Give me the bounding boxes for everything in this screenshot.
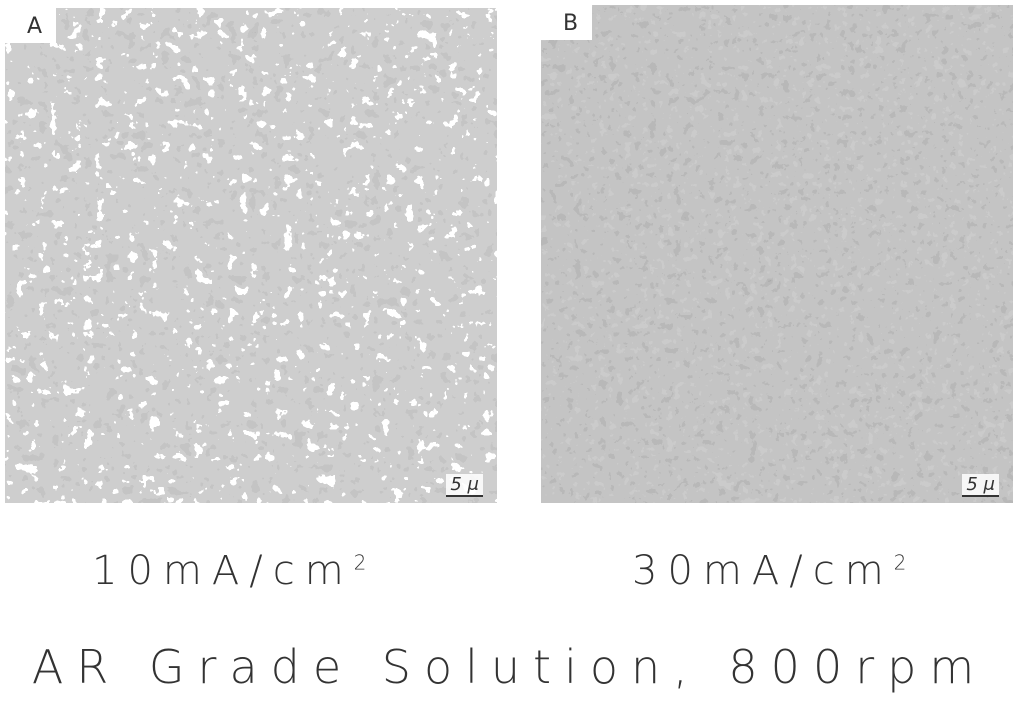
caption: 10mA/cm2 (92, 548, 366, 594)
caption-superscript: 2 (894, 551, 907, 575)
scale-bar: 5 μ (446, 474, 483, 497)
page: A 5 μ B 5 μ 10mA/cm2 30mA/cm2 AR Grade S… (0, 0, 1019, 705)
image (541, 5, 1013, 503)
caption-superscript: 2 (354, 551, 367, 575)
panel-label: A (5, 8, 56, 43)
micrograph-b: B 5 μ (541, 5, 1013, 503)
scale-bar: 5 μ (962, 474, 999, 497)
image (5, 8, 497, 503)
panel-label: B (541, 5, 592, 40)
caption: 30mA/cm2 (632, 548, 906, 594)
figure-title: AR Grade Solution, 800rpm (0, 640, 1019, 694)
caption-text: 10mA/cm (92, 548, 354, 594)
micrograph-a: A 5 μ (5, 8, 497, 503)
caption-text: 30mA/cm (632, 548, 894, 594)
